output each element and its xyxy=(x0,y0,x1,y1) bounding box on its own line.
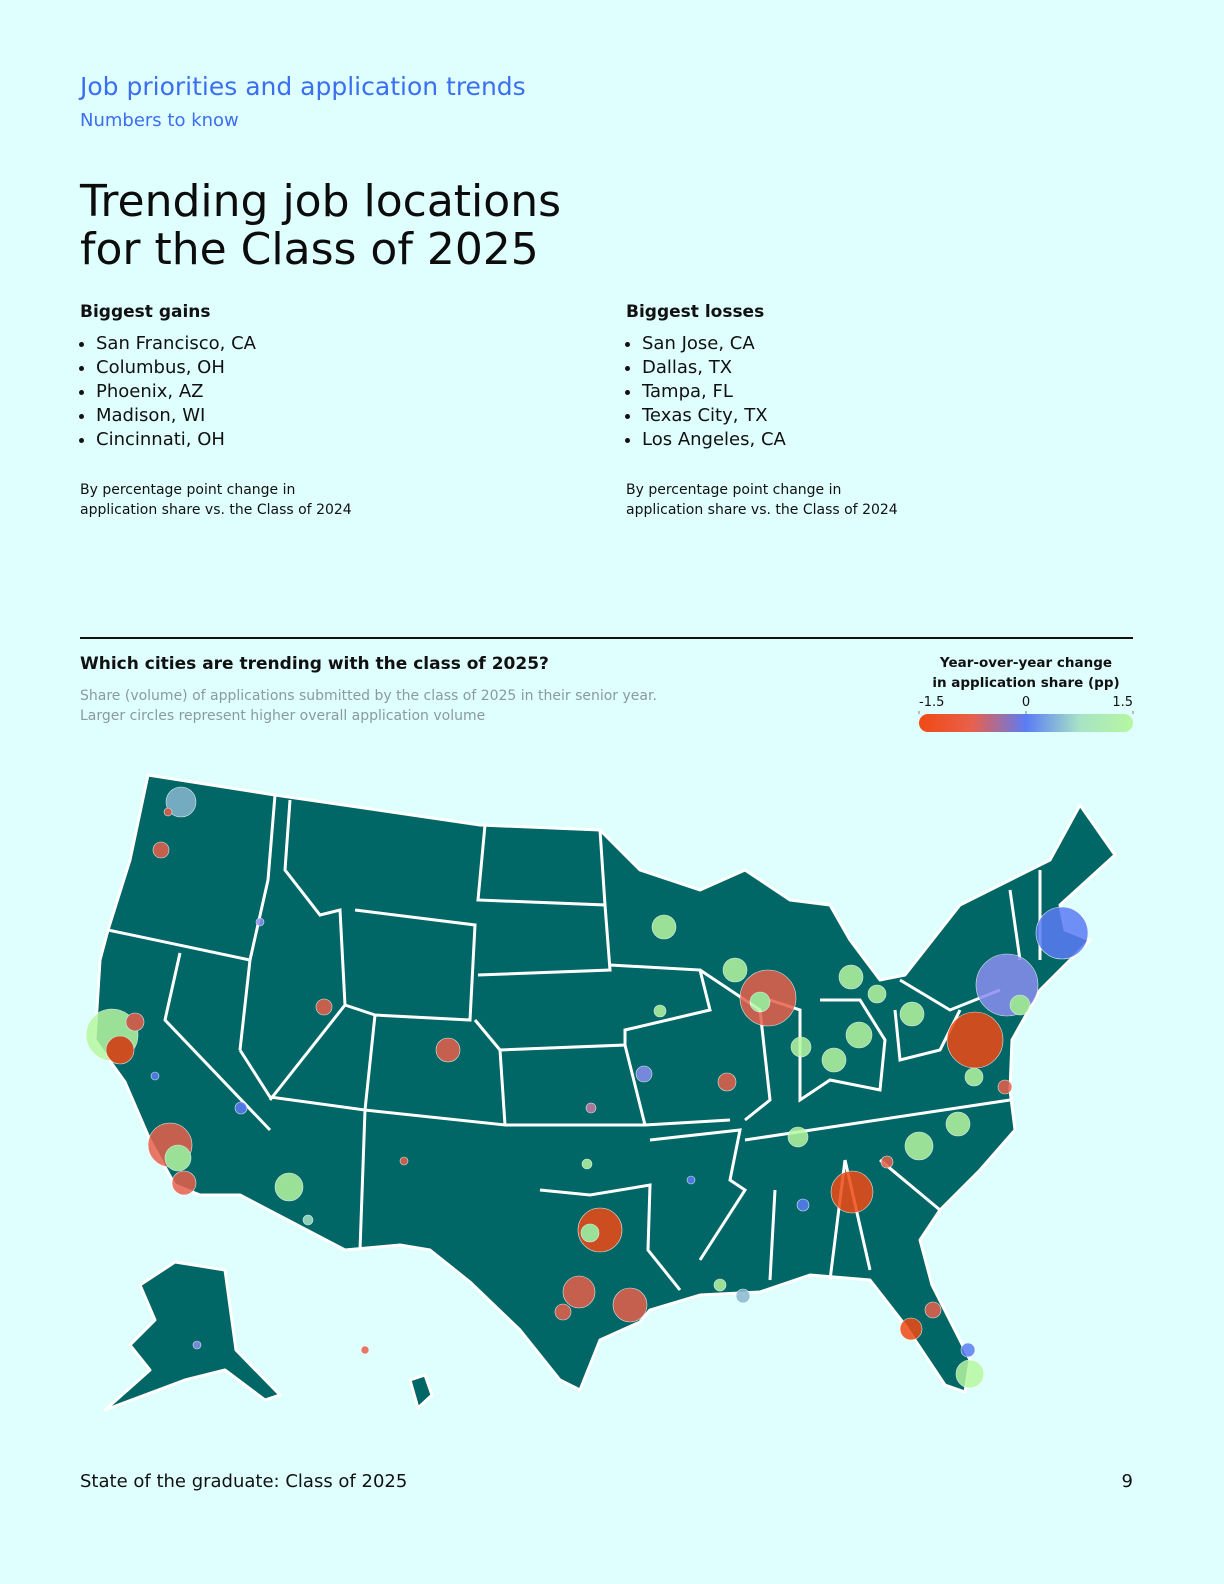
list-item: Cincinnati, OH xyxy=(96,428,560,452)
legend-title-line: Year-over-year change xyxy=(939,655,1113,671)
legend-tick-label: 0 xyxy=(1022,695,1030,710)
note-line: By percentage point change in xyxy=(80,482,296,498)
subtitle-line: Larger circles represent higher overall … xyxy=(80,708,486,724)
legend-title-line: in application share (pp) xyxy=(932,675,1120,691)
footer-text: State of the graduate: Class of 2025 xyxy=(80,1471,408,1492)
legend-tick-label: -1.5 xyxy=(919,695,944,710)
alaska xyxy=(103,1260,282,1412)
losses-list: San Jose, CADallas, TXTampa, FLTexas Cit… xyxy=(626,332,1106,452)
map-subtitle: Share (volume) of applications submitted… xyxy=(80,686,657,726)
list-item: Tampa, FL xyxy=(642,380,1106,404)
gains-heading: Biggest gains xyxy=(80,302,211,322)
note-line: By percentage point change in xyxy=(626,482,842,498)
list-item: San Francisco, CA xyxy=(96,332,560,356)
title-line: Trending job locations xyxy=(80,176,562,227)
us-map xyxy=(85,773,1117,1412)
list-item: Columbus, OH xyxy=(96,356,560,380)
gains-block: Biggest gains San Francisco, CAColumbus,… xyxy=(80,302,560,520)
page-number: 9 xyxy=(1121,1471,1133,1492)
city-bubbles xyxy=(85,786,1089,1389)
state-borders xyxy=(107,794,1042,1291)
legend: -1.5 0 1.5 xyxy=(918,695,1134,732)
subtitle-line: Share (volume) of applications submitted… xyxy=(80,688,657,704)
losses-heading: Biggest losses xyxy=(626,302,765,322)
gains-note: By percentage point change in applicatio… xyxy=(80,480,560,520)
divider xyxy=(80,637,1133,639)
map-title: Which cities are trending with the class… xyxy=(80,654,549,674)
section-subtitle: Numbers to know xyxy=(80,110,239,131)
list-item: Los Angeles, CA xyxy=(642,428,1106,452)
legend-tick-label: 1.5 xyxy=(1112,695,1133,710)
note-line: application share vs. the Class of 2024 xyxy=(80,502,352,518)
hawaii xyxy=(408,1373,434,1410)
losses-block: Biggest losses San Jose, CADallas, TXTam… xyxy=(626,302,1106,520)
list-item: Dallas, TX xyxy=(642,356,1106,380)
legend-title: Year-over-year change in application sha… xyxy=(919,653,1133,693)
list-item: Phoenix, AZ xyxy=(96,380,560,404)
contiguous-us xyxy=(93,773,1117,1394)
title-line: for the Class of 2025 xyxy=(80,224,539,275)
section-title: Job priorities and application trends xyxy=(80,72,526,101)
losses-note: By percentage point change in applicatio… xyxy=(626,480,1106,520)
legend-bar xyxy=(919,714,1133,732)
list-item: San Jose, CA xyxy=(642,332,1106,356)
page-title: Trending job locations for the Class of … xyxy=(80,178,561,274)
note-line: application share vs. the Class of 2024 xyxy=(626,502,898,518)
list-item: Madison, WI xyxy=(96,404,560,428)
list-item: Texas City, TX xyxy=(642,404,1106,428)
gains-list: San Francisco, CAColumbus, OHPhoenix, AZ… xyxy=(80,332,560,452)
